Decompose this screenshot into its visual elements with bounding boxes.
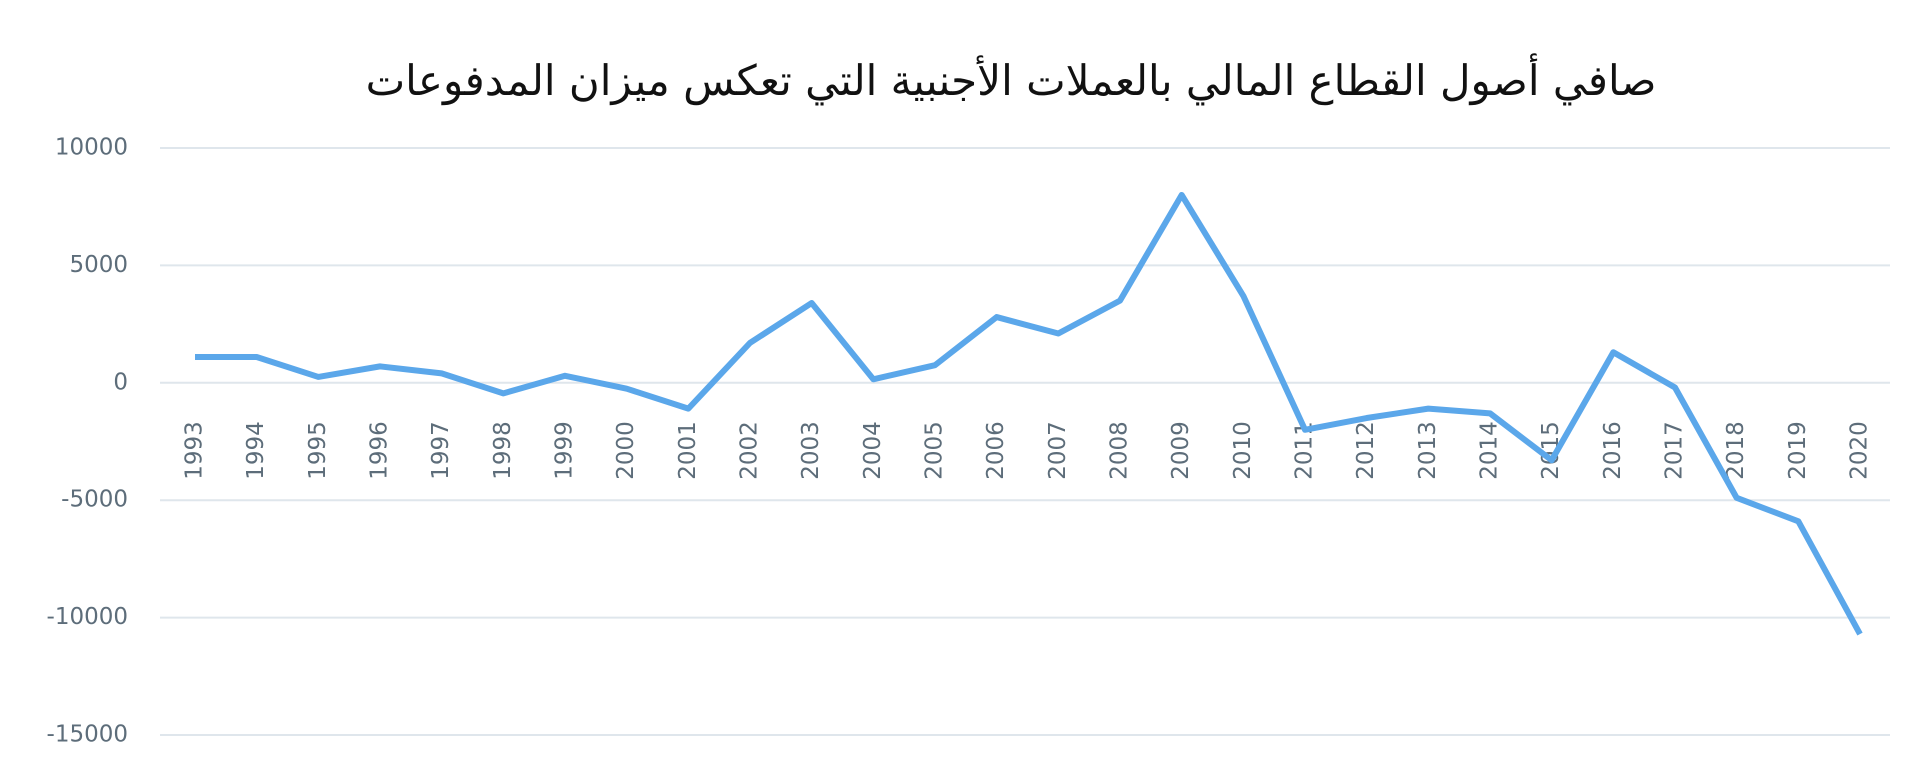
x-tick-label: 1999 — [552, 421, 578, 480]
x-tick-label: 2017 — [1662, 421, 1688, 480]
x-tick-label: 2004 — [860, 421, 886, 480]
x-tick-label: 1993 — [182, 421, 208, 480]
y-tick-label: -10000 — [47, 604, 128, 630]
x-tick-label: 2009 — [1168, 421, 1194, 480]
x-tick-label: 2019 — [1785, 421, 1811, 480]
x-tick-label: 2014 — [1477, 421, 1503, 480]
x-tick-label: 2020 — [1847, 421, 1873, 480]
x-tick-label: 2016 — [1600, 421, 1626, 480]
x-tick-label: 2013 — [1415, 421, 1441, 480]
x-tick-label: 2006 — [983, 421, 1009, 480]
x-tick-label: 2008 — [1107, 421, 1133, 480]
x-tick-label: 2007 — [1045, 421, 1071, 480]
chart-title: صافي أصول القطاع المالي بالعملات الأجنبي… — [366, 52, 1657, 106]
x-tick-label: 2018 — [1723, 421, 1749, 480]
x-tick-label: 2010 — [1230, 421, 1256, 480]
x-tick-label: 2000 — [613, 421, 639, 480]
y-tick-label: -5000 — [61, 487, 128, 513]
x-tick-label: 1998 — [490, 421, 516, 480]
y-tick-label: 10000 — [55, 135, 128, 161]
x-tick-label: 1995 — [305, 421, 331, 480]
y-tick-label: 5000 — [69, 252, 128, 278]
x-tick-label: 2012 — [1353, 421, 1379, 480]
x-tick-label: 1997 — [428, 421, 454, 480]
x-tick-label: 1996 — [367, 421, 393, 480]
x-tick-label: 2003 — [798, 421, 824, 480]
x-tick-label: 2002 — [737, 421, 763, 480]
y-tick-label: -15000 — [47, 722, 128, 748]
y-tick-label: 0 — [113, 369, 128, 395]
x-tick-label: 1994 — [243, 421, 269, 480]
x-tick-label: 2001 — [675, 421, 701, 480]
x-tick-label: 2005 — [922, 421, 948, 480]
data-line — [195, 191, 1863, 636]
